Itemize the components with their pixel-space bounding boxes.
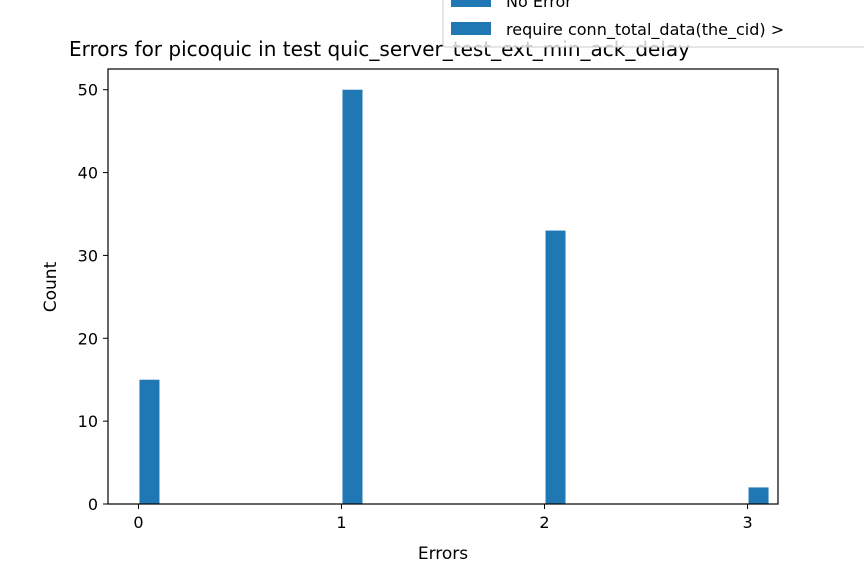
bar-x-3 <box>748 487 769 504</box>
legend-swatch-require-conn <box>451 22 491 35</box>
y-tick-label: 20 <box>78 329 98 348</box>
legend: No Error require conn_total_data(the_cid… <box>442 0 864 48</box>
x-axis-ticks: 0 1 2 3 <box>133 504 753 532</box>
y-tick-label: 50 <box>78 81 98 100</box>
y-tick-label: 30 <box>78 246 98 265</box>
legend-label-require-conn: require conn_total_data(the_cid) > <box>506 20 784 40</box>
x-tick-label: 1 <box>336 513 346 532</box>
bars <box>139 89 769 505</box>
y-axis-label: Count <box>41 261 61 312</box>
legend-swatch-no-error <box>451 0 491 7</box>
bar-x-1 <box>342 89 363 504</box>
y-tick-label: 10 <box>78 412 98 431</box>
bar-x-0 <box>139 379 160 504</box>
legend-label-no-error: No Error <box>506 0 572 11</box>
y-tick-label: 40 <box>78 164 98 183</box>
x-tick-label: 3 <box>742 513 752 532</box>
x-tick-label: 0 <box>133 513 143 532</box>
y-axis-ticks: 0 10 20 30 40 50 <box>78 81 108 514</box>
legend-frame <box>442 0 864 48</box>
bar-x-2 <box>545 230 566 505</box>
plot-frame <box>107 68 779 505</box>
y-tick-label: 0 <box>88 495 98 514</box>
x-axis-label: Errors <box>418 544 468 564</box>
x-tick-label: 2 <box>539 513 549 532</box>
